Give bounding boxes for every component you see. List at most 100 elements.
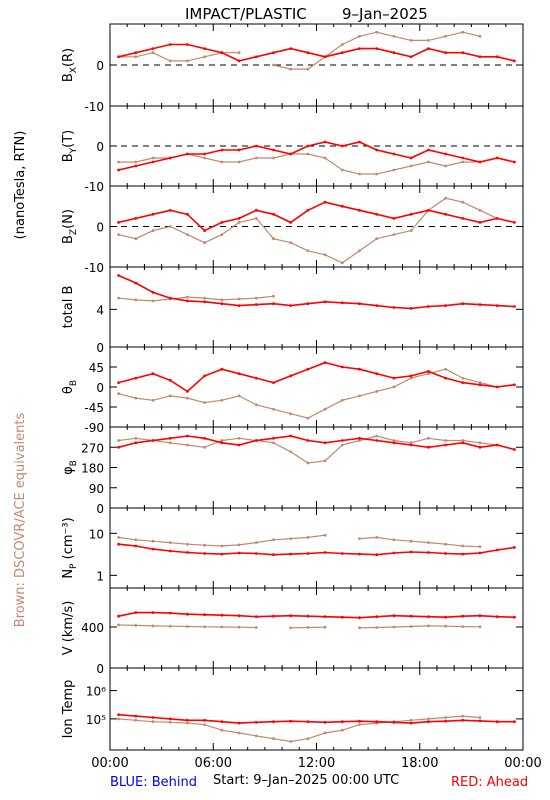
series-line [118,274,515,310]
y-tick-label: 270 [81,441,104,455]
series-line [118,543,515,556]
y-label-tail: (N) [61,209,76,229]
y-label-main: θ [61,386,76,394]
series-brown [117,152,482,176]
y-label-main: B [61,235,76,244]
y-label: V (km/s) [61,601,76,656]
y-tick-label: -10 [84,261,104,275]
panel-frame [109,667,524,751]
y-label: BY(T) [61,130,79,163]
series-line [118,43,515,62]
series-line [273,31,481,70]
series-line [118,141,515,171]
y-tick-label: 1 [96,569,104,583]
y-tick-label: 0 [96,502,104,516]
y-label-main: N [61,569,76,579]
title-right: 9–Jan–2025 [342,5,428,23]
panel-frame [109,587,524,669]
series-red [117,361,516,393]
y-tick-label: 0 [96,341,104,355]
series-line [118,611,515,619]
series-red [117,200,516,233]
y-tick-label: 180 [81,462,104,476]
panel-frame [109,105,524,187]
series-line [118,713,515,724]
panel-frame [109,426,524,509]
y-tick-label: 0 [96,662,104,676]
y-label-main: φ [61,466,76,475]
y-tick-label: 400 [81,621,104,635]
data-point [323,533,327,537]
y-label: BX(R) [61,48,79,82]
y-label-main: B [61,73,76,82]
left-axis-label: (nanoTesla, RTN) [13,131,28,240]
y-label-tail: (cm⁻³) [61,517,76,563]
series-line [359,625,481,629]
y-tick-label: 0 [96,221,104,235]
y-tick-label: 0 [96,140,104,154]
series-brown [117,623,482,630]
series-brown [117,294,275,303]
footer-red: RED: Ahead [451,775,528,790]
series-line [118,435,498,464]
panel-theta: -90 -45 0 45 θB [61,346,524,435]
x-tick-labels: 00:00 06:00 12:00 18:00 00:00 [91,756,541,771]
y-label-tail: (T) [61,130,76,148]
x-tick-label: 18:00 [401,756,438,771]
panel-frame [109,23,524,107]
series-line [118,52,240,62]
series-line [118,368,498,419]
x-tick-label: 00:00 [91,756,128,771]
x-tick-label: 06:00 [195,756,232,771]
y-label-sub: P [69,563,79,569]
series-line [359,536,481,548]
footer-blue: BLUE: Behind [110,775,197,790]
series-brown [117,367,499,420]
panel-bx: -10 0 BX(R) [61,23,524,114]
series-red [117,140,516,172]
brown-note: Brown: DSCOVR/ACE equivalents [13,413,28,628]
y-label: Ion Temp [61,680,76,739]
y-tick-label: 10⁵ [86,713,106,727]
y-tick-label: -45 [84,401,104,415]
panel-frame [109,346,524,428]
panel-by: -10 0 BY(T) [61,105,524,194]
y-tick-label: 10 [89,527,104,541]
series-line [118,201,515,232]
footer-start: Start: 9–Jan–2025 00:00 UTC [213,773,399,788]
y-label-sub: B [69,380,79,386]
y-label-tail: (R) [61,48,76,67]
y-label-sub: B [69,460,79,466]
y-tick-label: 4 [96,303,104,317]
series-line [118,624,257,629]
y-label-main: Ion Temp [61,680,76,739]
series-line [118,295,274,302]
x-tick-label: 00:00 [504,756,541,771]
panel-np: 1 10 NP (cm⁻³) [61,507,524,589]
series-brown [117,434,499,465]
series-brown [117,714,482,743]
series-red [117,274,516,310]
series-red [117,713,516,725]
y-label-main: V (km/s) [61,601,76,656]
y-tick-label: 10⁶ [86,685,106,699]
panel-frame [109,185,524,268]
y-label: BZ(N) [61,209,79,244]
y-label: θB [61,380,79,394]
series-line [118,534,326,547]
x-tick-label: 12:00 [298,756,335,771]
y-label-main: total B [61,286,76,329]
y-tick-label: 45 [89,361,104,375]
series-red [117,43,516,63]
y-label-sub: Y [69,147,79,154]
y-label: total B [61,286,76,329]
title-left: IMPACT/PLASTIC [185,5,307,23]
series-red [117,542,516,557]
y-tick-label: 0 [96,59,104,73]
panel-temp: 10⁵ 10⁶ Ion Temp [61,667,524,751]
y-label-main: B [61,153,76,162]
